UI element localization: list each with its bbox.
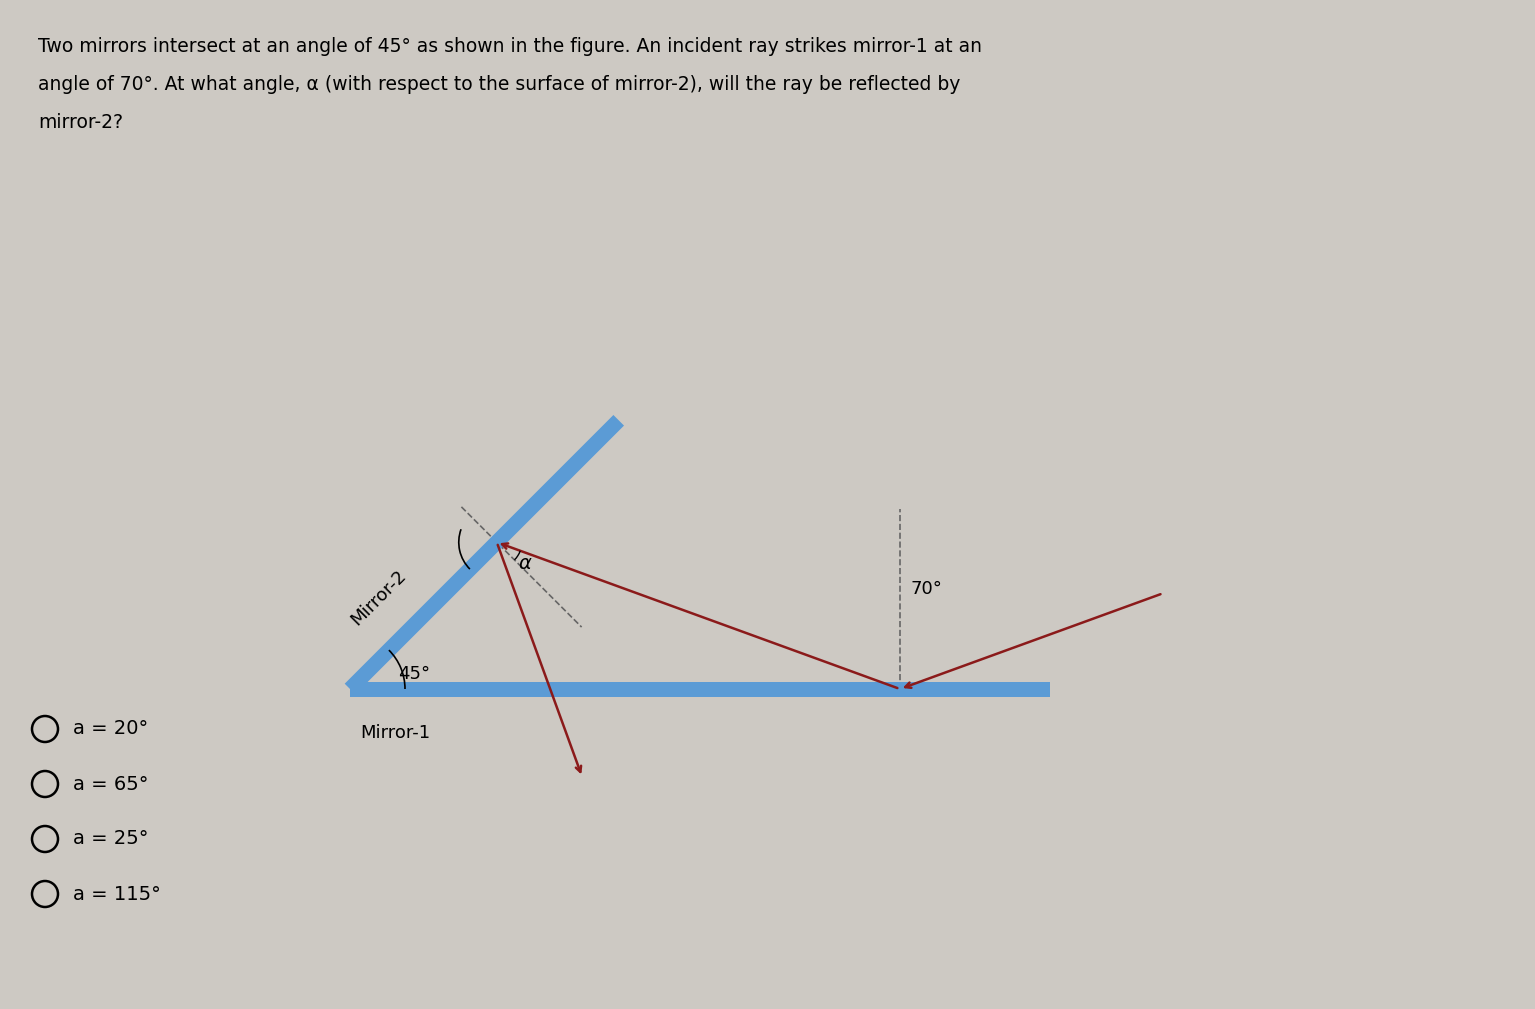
Text: a = 20°: a = 20°: [74, 719, 149, 739]
Text: angle of 70°. At what angle, α (with respect to the surface of mirror-2), will t: angle of 70°. At what angle, α (with res…: [38, 75, 961, 94]
Polygon shape: [345, 415, 625, 694]
Polygon shape: [350, 681, 1050, 696]
Text: Mirror-1: Mirror-1: [361, 724, 430, 742]
Text: a = 115°: a = 115°: [74, 885, 161, 903]
Text: 45°: 45°: [398, 665, 430, 683]
Text: mirror-2?: mirror-2?: [38, 113, 123, 132]
Text: 70°: 70°: [910, 580, 942, 598]
Text: Two mirrors intersect at an angle of 45° as shown in the figure. An incident ray: Two mirrors intersect at an angle of 45°…: [38, 37, 982, 57]
Text: a = 25°: a = 25°: [74, 829, 149, 849]
Text: α: α: [519, 554, 531, 573]
Text: a = 65°: a = 65°: [74, 775, 149, 793]
Text: Mirror-2: Mirror-2: [347, 566, 410, 629]
